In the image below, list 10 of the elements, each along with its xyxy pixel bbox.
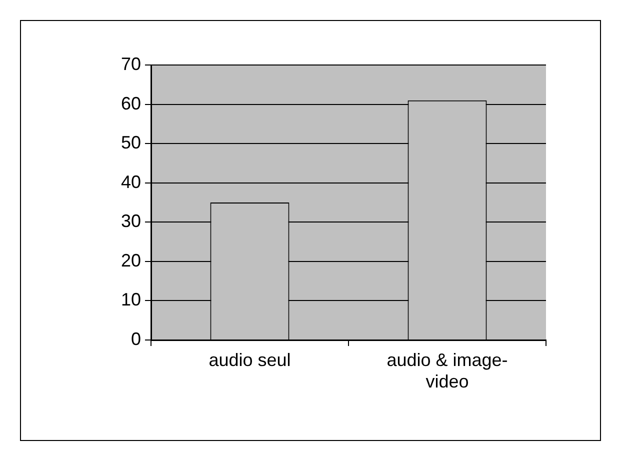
y-tick-label: 60 (120, 93, 141, 114)
x-tick-label: audio & image-video (386, 350, 508, 392)
y-tick-label: 40 (120, 172, 141, 192)
y-tick-label: 70 (120, 54, 141, 74)
y-tick-label: 30 (120, 211, 141, 232)
y-tick-label: 0 (130, 328, 141, 349)
y-tick-label: 20 (120, 250, 141, 270)
y-tick-label: 10 (120, 290, 141, 310)
x-tick-label: audio seul (208, 350, 291, 370)
y-tick-label: 50 (120, 132, 141, 153)
